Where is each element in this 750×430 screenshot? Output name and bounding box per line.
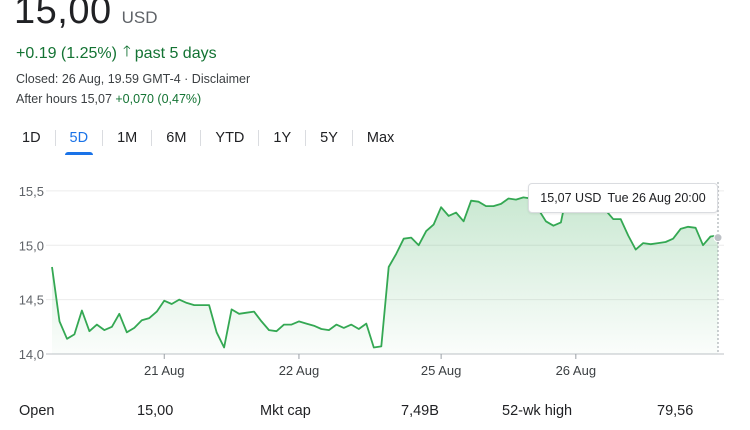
tab-1d[interactable]: 1D — [22, 130, 41, 146]
y-axis: 15,5 15,0 14,5 14,0 — [19, 184, 44, 362]
tab-1m[interactable]: 1M — [117, 130, 138, 146]
tab-divider — [102, 130, 104, 146]
stat-label-open: Open — [19, 403, 55, 419]
arrow-up-icon: 🡑 — [122, 43, 131, 60]
stat-value-mkt-cap: 7,49B — [401, 403, 439, 419]
tab-max[interactable]: Max — [366, 130, 395, 146]
stat-label-mkt-cap: Mkt cap — [260, 403, 311, 419]
hover-tooltip: 15,07 USD Tue 26 Aug 20:00 — [528, 183, 718, 213]
tab-6m[interactable]: 6M — [166, 130, 187, 146]
tab-divider — [200, 130, 202, 146]
tab-ytd[interactable]: YTD — [215, 130, 245, 146]
closed-info: Closed: 26 Aug, 19.59 GMT-4 · Disclaimer — [16, 72, 250, 86]
x-tick-label: 22 Aug — [279, 363, 320, 378]
tab-5y[interactable]: 5Y — [320, 130, 338, 146]
currency-label: USD — [121, 8, 158, 27]
stat-value-open: 15,00 — [137, 403, 174, 419]
tab-divider — [305, 130, 307, 146]
price-area-fill — [52, 186, 718, 354]
x-axis: 21 Aug 22 Aug 25 Aug 26 Aug — [144, 354, 596, 378]
price-chart[interactable]: 15,5 15,0 14,5 14,0 21 Aug 22 Aug 25 Aug 26 Au… — [0, 160, 750, 385]
disclaimer-link[interactable]: Disclaimer — [191, 72, 251, 86]
tab-divider — [258, 130, 260, 146]
tab-1y[interactable]: 1Y — [273, 130, 292, 146]
price-header: 15,00 USD — [14, 0, 158, 33]
current-price: 15,00 — [14, 0, 112, 32]
range-tabs: 1D 5D 1M 6M YTD 1Y 5Y Max — [8, 124, 408, 155]
y-tick-label: 15,0 — [19, 238, 44, 253]
hover-point — [713, 233, 723, 243]
tooltip-time: Tue 26 Aug 20:00 — [607, 191, 706, 205]
y-tick-label: 14,5 — [19, 293, 44, 308]
price-change: +0.19 (1.25%) 🡑 past 5 days — [16, 41, 217, 66]
change-period: past 5 days — [134, 44, 217, 62]
tab-5d[interactable]: 5D — [56, 127, 103, 155]
change-value: +0.19 (1.25%) — [16, 44, 117, 62]
x-tick-label: 21 Aug — [144, 363, 185, 378]
after-hours-change: +0,070 (0,47%) — [115, 92, 202, 106]
tooltip-price: 15,07 USD — [540, 191, 602, 205]
tab-divider — [54, 130, 56, 146]
closed-text: Closed: 26 Aug, 19.59 GMT-4 · — [16, 72, 192, 86]
y-tick-label: 15,5 — [19, 184, 44, 199]
after-hours-info: After hours 15,07 +0,070 (0,47%) — [16, 92, 201, 106]
tab-divider — [351, 130, 353, 146]
x-tick-label: 26 Aug — [556, 363, 597, 378]
stat-label-52wk-high: 52-wk high — [502, 403, 573, 419]
after-hours-label: After hours 15,07 — [16, 92, 116, 106]
stat-value-52wk-high: 79,56 — [657, 403, 694, 419]
y-tick-label: 14,0 — [19, 347, 44, 362]
x-tick-label: 25 Aug — [421, 363, 462, 378]
tab-divider — [151, 130, 153, 146]
